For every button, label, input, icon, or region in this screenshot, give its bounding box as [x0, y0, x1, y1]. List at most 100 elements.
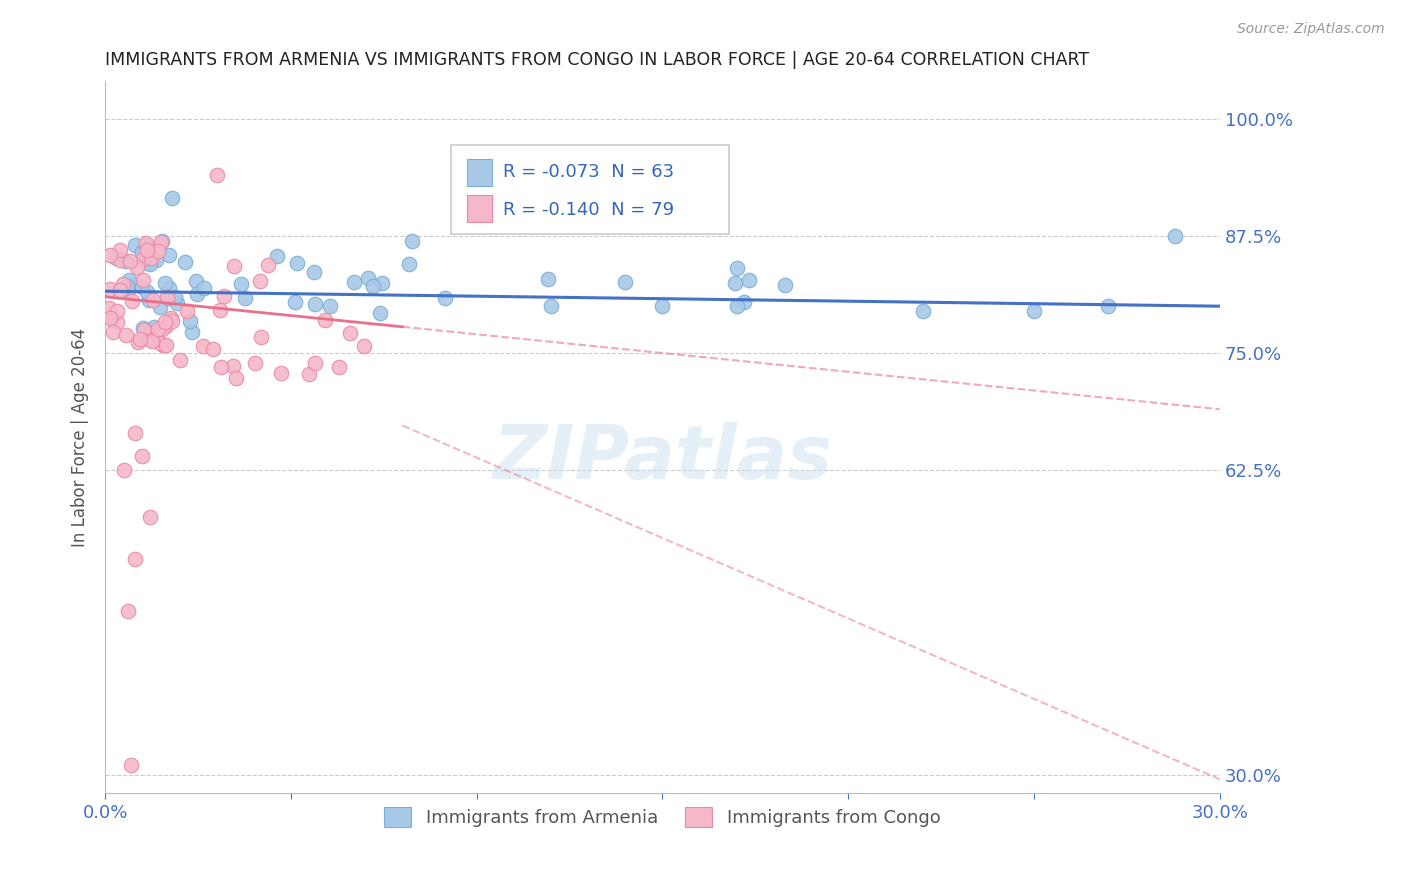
Point	[159, 310, 181, 325]
Text: Source: ZipAtlas.com: Source: ZipAtlas.com	[1237, 22, 1385, 37]
Point	[135, 235, 157, 250]
Point	[139, 251, 162, 265]
Point	[100, 310, 122, 325]
Point	[160, 314, 183, 328]
Point	[132, 273, 155, 287]
Point	[98, 248, 121, 262]
Point	[136, 256, 159, 270]
Text: IMMIGRANTS FROM ARMENIA VS IMMIGRANTS FROM CONGO IN LABOR FORCE | AGE 20-64 CORR: IMMIGRANTS FROM ARMENIA VS IMMIGRANTS FR…	[105, 51, 1090, 69]
Point	[361, 279, 384, 293]
Point	[131, 449, 153, 463]
Point	[124, 237, 146, 252]
Point	[537, 271, 560, 285]
Point	[141, 334, 163, 348]
Point	[146, 244, 169, 258]
Point	[100, 282, 122, 296]
Point	[725, 260, 748, 275]
Point	[100, 310, 122, 324]
Point	[110, 283, 132, 297]
Point	[145, 253, 167, 268]
Point	[112, 277, 135, 291]
Point	[911, 304, 934, 318]
Point	[155, 319, 177, 334]
Text: R = -0.140  N = 79: R = -0.140 N = 79	[503, 202, 675, 219]
Point	[212, 289, 235, 303]
Point	[104, 251, 127, 265]
Point	[1022, 304, 1045, 318]
Point	[135, 238, 157, 252]
Point	[124, 552, 146, 566]
Point	[250, 330, 273, 344]
Point	[222, 359, 245, 373]
Point	[101, 325, 124, 339]
Point	[193, 281, 215, 295]
Point	[142, 293, 165, 308]
Point	[149, 336, 172, 351]
Point	[118, 273, 141, 287]
Point	[160, 191, 183, 205]
Point	[314, 313, 336, 327]
Point	[1097, 299, 1119, 313]
Point	[233, 291, 256, 305]
Point	[148, 322, 170, 336]
Point	[737, 273, 759, 287]
Point	[540, 299, 562, 313]
Point	[733, 294, 755, 309]
Point	[176, 303, 198, 318]
Point	[142, 320, 165, 334]
Point	[651, 299, 673, 313]
Point	[193, 339, 215, 353]
Point	[118, 253, 141, 268]
Point	[245, 356, 267, 370]
Point	[155, 276, 177, 290]
Point	[285, 256, 308, 270]
Point	[124, 425, 146, 440]
Point	[153, 315, 176, 329]
Point	[225, 371, 247, 385]
Point	[357, 271, 380, 285]
Point	[166, 296, 188, 310]
Point	[121, 278, 143, 293]
FancyBboxPatch shape	[451, 145, 730, 235]
Point	[120, 758, 142, 772]
Point	[125, 260, 148, 275]
Point	[169, 352, 191, 367]
Point	[614, 275, 637, 289]
Point	[1164, 228, 1187, 243]
Point	[304, 356, 326, 370]
Point	[401, 234, 423, 248]
Point	[139, 510, 162, 524]
Point	[775, 278, 797, 293]
Point	[304, 297, 326, 311]
Point	[174, 254, 197, 268]
Point	[105, 315, 128, 329]
Point	[328, 359, 350, 374]
Point	[121, 294, 143, 309]
Point	[353, 339, 375, 353]
Legend: Immigrants from Armenia, Immigrants from Congo: Immigrants from Armenia, Immigrants from…	[377, 800, 948, 834]
Point	[98, 301, 121, 315]
Point	[150, 322, 173, 336]
Point	[339, 326, 361, 341]
Point	[725, 299, 748, 313]
Text: ZIPatlas: ZIPatlas	[492, 422, 832, 495]
Point	[398, 257, 420, 271]
Point	[163, 290, 186, 304]
Point	[370, 276, 392, 290]
FancyBboxPatch shape	[467, 159, 492, 186]
Point	[132, 320, 155, 334]
Point	[181, 325, 204, 339]
Point	[117, 604, 139, 618]
Point	[156, 290, 179, 304]
Point	[131, 244, 153, 259]
Point	[155, 338, 177, 352]
Point	[284, 295, 307, 310]
Point	[128, 332, 150, 346]
Point	[115, 327, 138, 342]
Point	[249, 274, 271, 288]
Point	[179, 314, 201, 328]
Point	[318, 299, 340, 313]
Point	[298, 368, 321, 382]
Point	[138, 293, 160, 307]
Point	[186, 287, 208, 301]
